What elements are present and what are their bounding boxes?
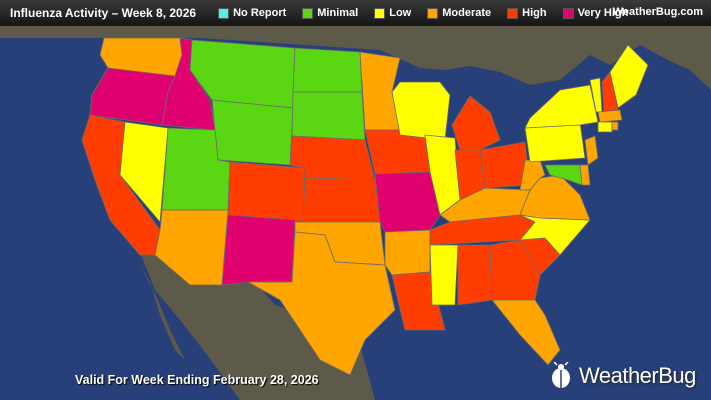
state-sd[interactable] — [291, 91, 366, 141]
state-ar[interactable] — [384, 229, 431, 276]
legend-swatch — [302, 7, 314, 19]
legend-item-very-high: Very High — [562, 7, 628, 19]
legend-item-high: High — [507, 7, 547, 19]
canada-land — [0, 26, 711, 90]
state-pa[interactable] — [524, 121, 586, 163]
state-va[interactable] — [519, 174, 591, 221]
state-tx[interactable] — [247, 231, 396, 376]
state-md[interactable] — [544, 164, 583, 186]
legend-swatch — [374, 7, 386, 19]
mexico-land — [140, 248, 375, 400]
lake-huron — [478, 92, 505, 125]
legend-swatch — [218, 7, 230, 19]
state-ms[interactable] — [429, 244, 459, 306]
brand-url[interactable]: WeatherBug.com — [612, 6, 703, 18]
legend-item-low: Low — [374, 7, 411, 19]
state-wy[interactable] — [211, 99, 294, 166]
states-layer — [81, 37, 649, 376]
state-ct[interactable] — [597, 121, 613, 133]
baja-land — [140, 265, 185, 360]
state-nm[interactable] — [221, 214, 296, 286]
state-mo[interactable] — [374, 171, 441, 233]
legend-swatch — [427, 7, 439, 19]
brand-name: WeatherBug — [579, 363, 696, 388]
map-title: Influenza Activity – Week 8, 2026 — [10, 6, 197, 20]
state-co[interactable] — [227, 161, 306, 223]
state-ri[interactable] — [611, 121, 619, 131]
state-ga[interactable] — [489, 239, 541, 301]
state-ma[interactable] — [597, 109, 623, 123]
state-me[interactable] — [609, 44, 649, 109]
valid-date-text: Valid For Week Ending February 28, 2026 — [75, 373, 319, 387]
legend-swatch — [507, 7, 519, 19]
legend: No Report Minimal Low Moderate High Very… — [218, 7, 644, 19]
legend-item-moderate: Moderate — [427, 7, 491, 19]
lake-superior — [390, 70, 475, 82]
state-nd[interactable] — [292, 47, 363, 93]
state-wi[interactable] — [391, 81, 451, 141]
state-ks[interactable] — [302, 177, 381, 223]
legend-item-minimal: Minimal — [302, 7, 358, 19]
state-nv[interactable] — [119, 121, 169, 223]
state-or[interactable] — [89, 67, 176, 126]
state-al[interactable] — [457, 244, 493, 306]
state-nj[interactable] — [584, 135, 599, 166]
header-bar: Influenza Activity – Week 8, 2026 No Rep… — [0, 0, 711, 26]
legend-item-no-report: No Report — [218, 7, 286, 19]
legend-swatch — [562, 7, 574, 19]
weatherbug-logo: WeatherBug — [547, 362, 696, 390]
weatherbug-icon — [552, 362, 570, 388]
state-fl[interactable] — [491, 299, 561, 366]
